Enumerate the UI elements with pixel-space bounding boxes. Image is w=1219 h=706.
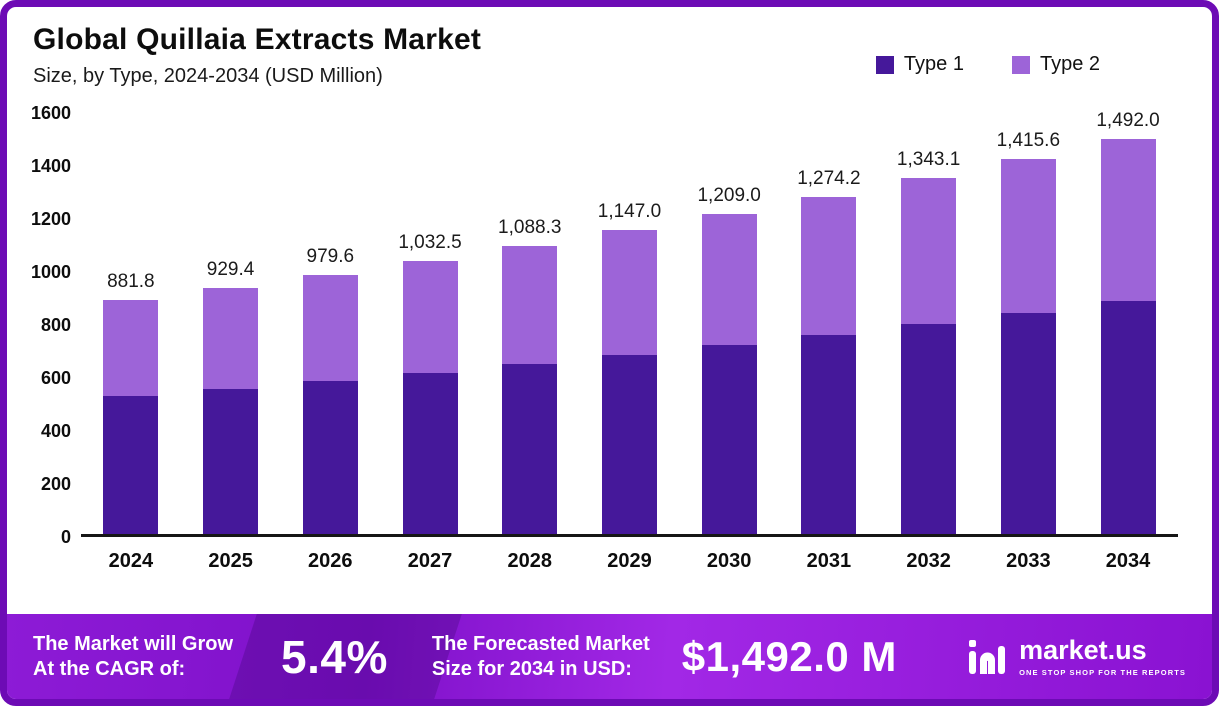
x-tick-label: 2024 — [108, 550, 154, 572]
x-axis-labels: 2024 2025 2026 2027 2028 2029 2030 2031 2032 2033… — [81, 550, 1178, 573]
legend-label: Type 2 — [1039, 53, 1100, 75]
bar-segment-type-1 — [502, 364, 558, 534]
y-tick-label: 600 — [40, 368, 71, 388]
bar-segment-type-1 — [203, 389, 259, 534]
footer-banner: The Market will Grow At the CAGR of: 5.4… — [7, 614, 1212, 699]
x-tick-label: 2030 — [706, 550, 752, 572]
bar-segment-type-1 — [1000, 313, 1056, 534]
forecast-label: The Forecasted Market Size for 2034 in U… — [431, 632, 650, 680]
bar-segment-type-1 — [901, 324, 957, 534]
chart-subtitle: Size, by Type, 2024-2034 (USD Million) — [33, 65, 383, 87]
bar-total-label: 1,088.3 — [498, 217, 562, 238]
brand-tagline: ONE STOP SHOP FOR THE REPORTS — [1019, 667, 1186, 677]
bar-segment-type-2 — [502, 246, 558, 364]
bar-segment-type-2 — [203, 288, 259, 389]
brand-logo: market.us ONE STOP SHOP FOR THE REPORTS — [965, 634, 1186, 677]
forecast-value: $1,492.0 M — [681, 632, 897, 680]
bar-segment-type-1 — [601, 355, 657, 534]
chart-header: Global Quillaia Extracts Market Size, by… — [7, 7, 1212, 111]
bar-group: 1,415.6 — [991, 130, 1065, 534]
y-tick-label: 200 — [40, 474, 71, 494]
bar-segment-type-1 — [701, 345, 757, 534]
brand-text: market.us ONE STOP SHOP FOR THE REPORTS — [1019, 634, 1186, 677]
bar-segment-type-2 — [1100, 139, 1156, 301]
bar-total-label: 979.6 — [306, 246, 355, 267]
bar-group: 1,209.0 — [692, 185, 766, 534]
x-tick-label: 2033 — [1006, 550, 1051, 572]
bar-segment-type-2 — [901, 178, 957, 324]
legend-swatch-icon — [875, 55, 894, 74]
x-tick-label: 2031 — [806, 550, 852, 572]
bar-total-label: 1,343.1 — [896, 149, 961, 170]
bar-group: 1,343.1 — [892, 149, 966, 534]
bar-total-label: 881.8 — [107, 271, 155, 292]
bar-segment-type-2 — [402, 261, 458, 373]
bar-total-label: 1,415.6 — [996, 130, 1061, 151]
bar-group: 929.4 — [194, 259, 268, 534]
cagr-label: The Market will Grow At the CAGR of: — [33, 632, 234, 680]
x-tick-label: 2032 — [906, 550, 951, 572]
y-tick-label: 0 — [60, 527, 71, 547]
x-tick-label: 2025 — [208, 550, 253, 572]
bar-group: 979.6 — [293, 246, 367, 534]
y-tick-label: 1400 — [30, 156, 71, 176]
bar-segment-type-2 — [801, 197, 857, 335]
bar-group: 1,088.3 — [493, 217, 567, 534]
bar-group: 1,274.2 — [792, 168, 866, 534]
bar-segment-type-2 — [302, 275, 358, 381]
x-tick-label: 2034 — [1105, 550, 1151, 572]
bar-group: 881.8 — [94, 271, 168, 534]
bar-total-label: 1,032.5 — [398, 232, 462, 253]
x-tick-label: 2028 — [507, 550, 552, 572]
plot-area: 881.8 929.4 979.6 1,032.5 1,088.3 1,147.0 1,20… — [81, 110, 1178, 537]
bar-total-label: 1,274.2 — [797, 168, 861, 189]
y-tick-label: 400 — [40, 421, 71, 441]
bar-total-label: 929.4 — [206, 259, 255, 280]
y-tick-label: 1600 — [30, 103, 71, 123]
bar-segment-type-1 — [402, 373, 458, 534]
x-tick-label: 2027 — [407, 550, 453, 572]
bar-total-label: 1,147.0 — [597, 201, 662, 222]
bar-segment-type-1 — [1100, 301, 1156, 534]
x-tick-label: 2026 — [308, 550, 353, 572]
y-tick-label: 1000 — [30, 262, 71, 282]
legend-item: Type 2 — [1011, 53, 1100, 76]
bar-segment-type-2 — [601, 230, 657, 355]
x-tick-label: 2029 — [607, 550, 652, 572]
bar-segment-type-1 — [801, 335, 857, 534]
bar-group: 1,032.5 — [393, 232, 467, 534]
legend: Type 1 Type 2 — [875, 53, 1100, 76]
bar-segment-type-2 — [103, 300, 159, 396]
legend-swatch-icon — [1011, 55, 1030, 74]
legend-item: Type 1 — [875, 53, 964, 76]
chart-area: 0 200 400 600 800 1000 1200 1400 1600 881.8 929.4… — [7, 103, 1212, 547]
y-tick-label: 1200 — [30, 209, 71, 229]
y-tick-label: 800 — [40, 315, 71, 335]
bar-segment-type-1 — [302, 381, 358, 534]
chart-title: Global Quillaia Extracts Market — [33, 23, 482, 56]
legend-label: Type 1 — [903, 53, 964, 75]
bar-total-label: 1,492.0 — [1096, 110, 1160, 131]
bar-segment-type-1 — [103, 396, 159, 534]
cagr-value: 5.4% — [281, 630, 388, 683]
brand-name: market.us — [1019, 634, 1147, 665]
bar-group: 1,492.0 — [1091, 110, 1165, 534]
bar-segment-type-2 — [1000, 159, 1056, 313]
y-axis: 0 200 400 600 800 1000 1200 1400 1600 — [19, 103, 81, 547]
bar-segment-type-2 — [701, 214, 757, 345]
bar-group: 1,147.0 — [592, 201, 666, 534]
bar-total-label: 1,209.0 — [697, 185, 761, 206]
marketus-logo-icon — [965, 638, 1009, 676]
